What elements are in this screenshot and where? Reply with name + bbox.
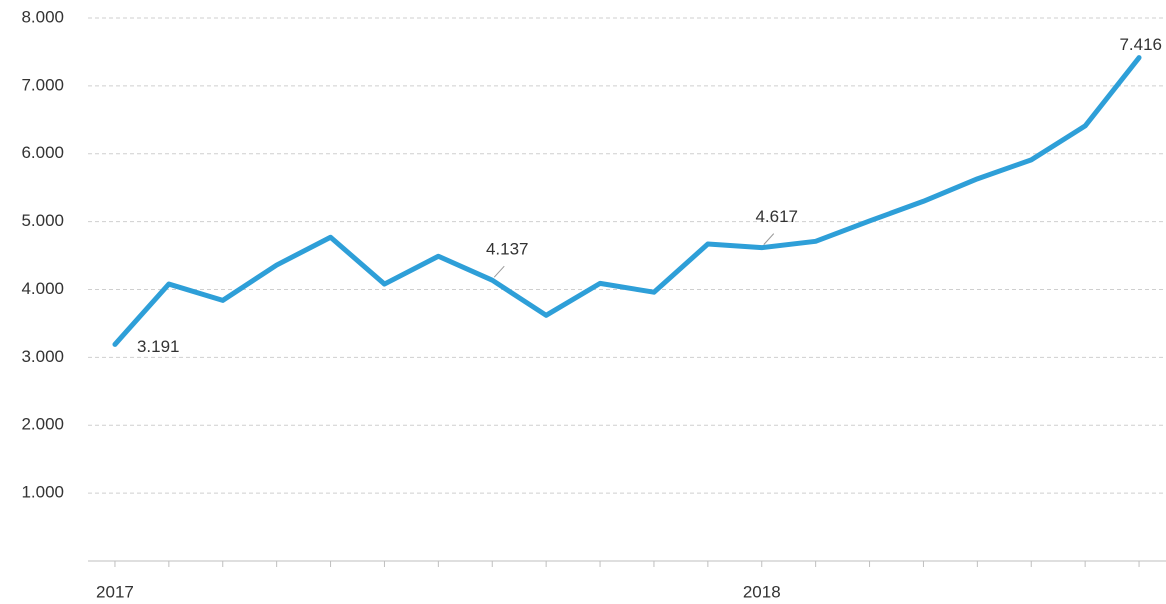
y-tick-label: 7.000 bbox=[21, 75, 64, 94]
y-tick-label: 3.000 bbox=[21, 347, 64, 366]
data-label: 4.617 bbox=[755, 207, 798, 226]
y-tick-label: 8.000 bbox=[21, 7, 64, 26]
y-tick-label: 4.000 bbox=[21, 279, 64, 298]
y-tick-label: 5.000 bbox=[21, 211, 64, 230]
data-label: 3.191 bbox=[137, 337, 180, 356]
series-line bbox=[112, 55, 1142, 347]
y-tick-label: 1.000 bbox=[21, 483, 64, 502]
leader-line bbox=[493, 265, 505, 278]
x-tick-label: 2017 bbox=[96, 582, 134, 601]
y-tick-label: 2.000 bbox=[21, 415, 64, 434]
x-tick-label: 2018 bbox=[743, 582, 781, 601]
data-label: 7.416 bbox=[1119, 35, 1162, 54]
leader-line bbox=[763, 233, 775, 245]
data-label: 4.137 bbox=[486, 240, 529, 259]
y-tick-label: 6.000 bbox=[21, 143, 64, 162]
